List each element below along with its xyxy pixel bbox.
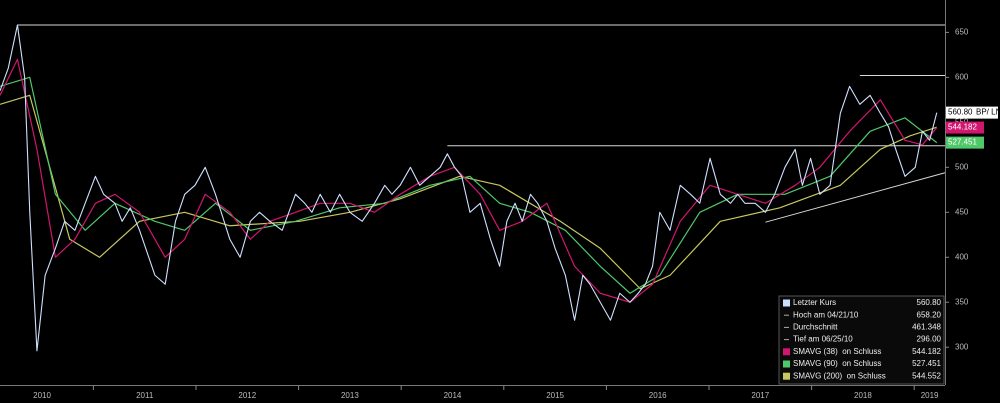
legend-swatch xyxy=(783,360,790,368)
moving-average-line xyxy=(0,94,937,290)
x-tick-label: 2011 xyxy=(136,391,154,400)
y-tick-label: 450 xyxy=(955,207,969,216)
value-box-ticker: BP/ LN xyxy=(976,108,1000,117)
value-box-bg xyxy=(946,121,984,134)
legend-bg xyxy=(778,295,945,385)
y-tick-label: 300 xyxy=(955,342,969,351)
x-tick-label: 2018 xyxy=(854,391,872,400)
legend-label: Hoch am 04/21/10 xyxy=(793,310,859,319)
legend-label: Durchschnitt xyxy=(793,323,838,332)
moving-average-line xyxy=(0,76,938,294)
legend-value: 560.80 xyxy=(917,298,942,307)
legend-label: SMAVG (200) on Schluss xyxy=(793,371,886,380)
legend-value: 544.182 xyxy=(912,347,941,356)
y-tick-label: 400 xyxy=(955,252,969,261)
legend-value: 296.00 xyxy=(917,335,942,344)
y-tick-label: 350 xyxy=(955,297,969,306)
legend-label: Tief am 06/25/10 xyxy=(793,335,853,344)
value-box-bg xyxy=(946,106,998,119)
value-box: 560.80 BP/ LN xyxy=(946,106,1000,119)
price-line xyxy=(0,24,938,352)
value-box-label: 544.182 xyxy=(948,123,977,132)
x-tick-label: 2016 xyxy=(649,391,667,400)
legend-swatch xyxy=(783,299,790,307)
value-box-label: 560.80 xyxy=(948,108,973,117)
y-tick-label: 600 xyxy=(955,72,969,81)
legend-value: 544.552 xyxy=(912,371,941,380)
value-box-bg xyxy=(946,136,984,149)
legend-swatch xyxy=(783,372,790,380)
value-box-label: 527.451 xyxy=(948,138,977,147)
y-tick-label: 500 xyxy=(955,162,969,171)
x-tick-label: 2010 xyxy=(33,391,51,400)
x-tick-label: 2012 xyxy=(238,391,256,400)
y-tick-label: 650 xyxy=(955,27,969,36)
x-tick-label: 2017 xyxy=(751,391,769,400)
x-tick-label: 2013 xyxy=(341,391,359,400)
legend-swatch xyxy=(783,348,790,356)
legend-label: SMAVG (90) on Schluss xyxy=(793,359,881,368)
x-tick-label: 2019 xyxy=(921,391,939,400)
legend-label: SMAVG (38) on Schluss xyxy=(793,347,881,356)
legend-value: 527.451 xyxy=(912,359,941,368)
legend-value: 658.20 xyxy=(917,310,942,319)
moving-average-line xyxy=(0,58,938,303)
x-tick-label: 2015 xyxy=(546,391,564,400)
legend-label: Letzter Kurs xyxy=(793,298,836,307)
annotation-line xyxy=(765,172,946,223)
x-tick-label: 2014 xyxy=(444,391,462,400)
value-box: 544.182 xyxy=(946,121,984,134)
value-box: 527.451 xyxy=(946,136,984,149)
legend-value: 461.348 xyxy=(912,323,941,332)
